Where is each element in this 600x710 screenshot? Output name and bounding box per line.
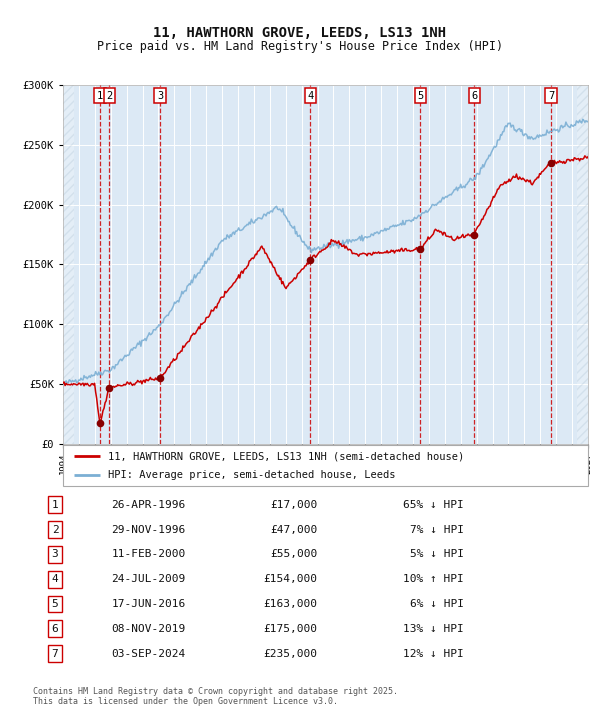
Bar	[63, 85, 74, 444]
Text: 03-SEP-2024: 03-SEP-2024	[112, 649, 185, 659]
Text: 29-NOV-1996: 29-NOV-1996	[112, 525, 185, 535]
Text: 65% ↓ HPI: 65% ↓ HPI	[403, 500, 464, 510]
Text: 5: 5	[52, 599, 58, 609]
Text: Price paid vs. HM Land Registry's House Price Index (HPI): Price paid vs. HM Land Registry's House …	[97, 40, 503, 53]
Text: 7: 7	[52, 649, 58, 659]
Text: 13% ↓ HPI: 13% ↓ HPI	[403, 624, 464, 634]
Text: 6: 6	[52, 624, 58, 634]
Text: £55,000: £55,000	[270, 550, 317, 559]
Text: 24-JUL-2009: 24-JUL-2009	[112, 574, 185, 584]
Text: £47,000: £47,000	[270, 525, 317, 535]
Text: £235,000: £235,000	[263, 649, 317, 659]
Text: £175,000: £175,000	[263, 624, 317, 634]
Text: 1: 1	[52, 500, 58, 510]
Bar	[577, 85, 588, 444]
Text: 6: 6	[471, 91, 478, 101]
Text: 11-FEB-2000: 11-FEB-2000	[112, 550, 185, 559]
Text: 1: 1	[97, 91, 103, 101]
Text: 6% ↓ HPI: 6% ↓ HPI	[410, 599, 464, 609]
Text: 5% ↓ HPI: 5% ↓ HPI	[410, 550, 464, 559]
Text: 26-APR-1996: 26-APR-1996	[112, 500, 185, 510]
Text: £163,000: £163,000	[263, 599, 317, 609]
Text: Contains HM Land Registry data © Crown copyright and database right 2025.
This d: Contains HM Land Registry data © Crown c…	[33, 687, 398, 706]
Text: HPI: Average price, semi-detached house, Leeds: HPI: Average price, semi-detached house,…	[107, 470, 395, 480]
Text: 7: 7	[548, 91, 554, 101]
Text: £154,000: £154,000	[263, 574, 317, 584]
Text: 3: 3	[52, 550, 58, 559]
Text: 4: 4	[52, 574, 58, 584]
Text: 7% ↓ HPI: 7% ↓ HPI	[410, 525, 464, 535]
Text: 12% ↓ HPI: 12% ↓ HPI	[403, 649, 464, 659]
Text: 08-NOV-2019: 08-NOV-2019	[112, 624, 185, 634]
Text: £17,000: £17,000	[270, 500, 317, 510]
Text: 2: 2	[52, 525, 58, 535]
Text: 11, HAWTHORN GROVE, LEEDS, LS13 1NH: 11, HAWTHORN GROVE, LEEDS, LS13 1NH	[154, 26, 446, 40]
Text: 2: 2	[106, 91, 112, 101]
Text: 5: 5	[417, 91, 424, 101]
Text: 17-JUN-2016: 17-JUN-2016	[112, 599, 185, 609]
Text: 4: 4	[307, 91, 314, 101]
Text: 3: 3	[157, 91, 163, 101]
Text: 11, HAWTHORN GROVE, LEEDS, LS13 1NH (semi-detached house): 11, HAWTHORN GROVE, LEEDS, LS13 1NH (sem…	[107, 452, 464, 462]
FancyBboxPatch shape	[63, 445, 588, 486]
Text: 10% ↑ HPI: 10% ↑ HPI	[403, 574, 464, 584]
